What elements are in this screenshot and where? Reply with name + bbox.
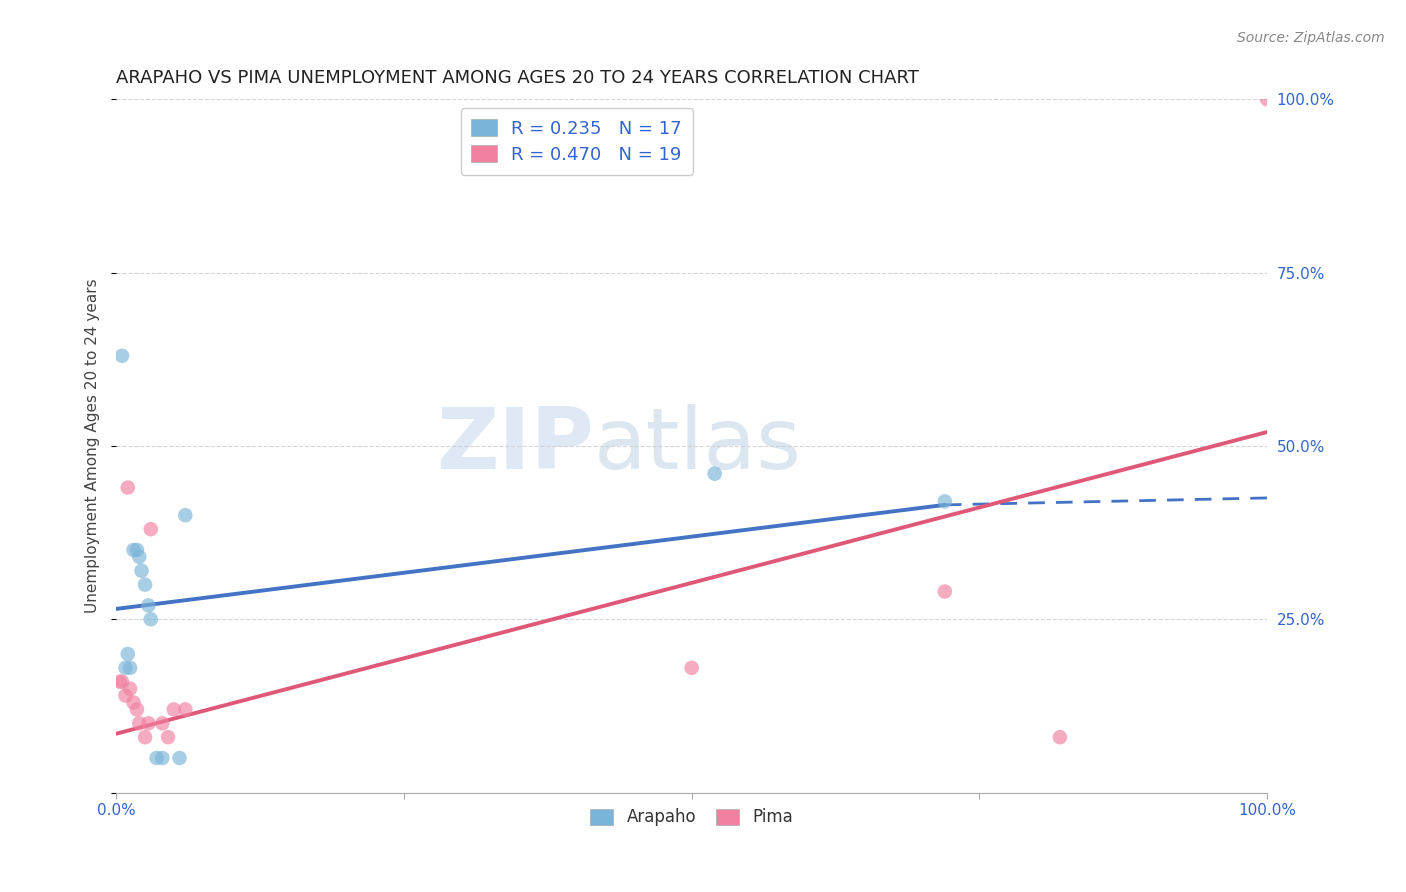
Point [1049,730,1071,744]
Point [157,730,180,744]
Point [120,661,142,675]
Point [150,716,173,731]
Point [128,549,150,564]
Point [169,751,191,765]
Point [150,751,173,765]
Point [134,730,156,744]
Point [139,522,162,536]
Point [125,702,148,716]
Point [934,494,956,508]
Point [139,612,162,626]
Point [122,696,145,710]
Point [138,599,160,613]
Point [145,751,167,765]
Point [138,716,160,731]
Legend: Arapaho, Pima: Arapaho, Pima [583,802,800,833]
Point [117,647,139,661]
Point [934,584,956,599]
Point [134,577,156,591]
Point [111,674,134,689]
Point [108,674,131,689]
Point [163,702,186,716]
Point [681,661,703,675]
Point [117,481,139,495]
Point [174,508,197,523]
Text: atlas: atlas [593,404,801,487]
Point [120,681,142,696]
Point [114,689,136,703]
Point [1256,92,1278,106]
Point [703,467,725,481]
Text: Source: ZipAtlas.com: Source: ZipAtlas.com [1237,31,1385,45]
Point [114,661,136,675]
Point [131,564,153,578]
Point [122,543,145,558]
Point [125,543,148,558]
Point [128,716,150,731]
Point [174,702,197,716]
Text: ARAPAHO VS PIMA UNEMPLOYMENT AMONG AGES 20 TO 24 YEARS CORRELATION CHART: ARAPAHO VS PIMA UNEMPLOYMENT AMONG AGES … [117,69,920,87]
Text: ZIP: ZIP [436,404,593,487]
Y-axis label: Unemployment Among Ages 20 to 24 years: Unemployment Among Ages 20 to 24 years [86,278,100,613]
Point [111,349,134,363]
